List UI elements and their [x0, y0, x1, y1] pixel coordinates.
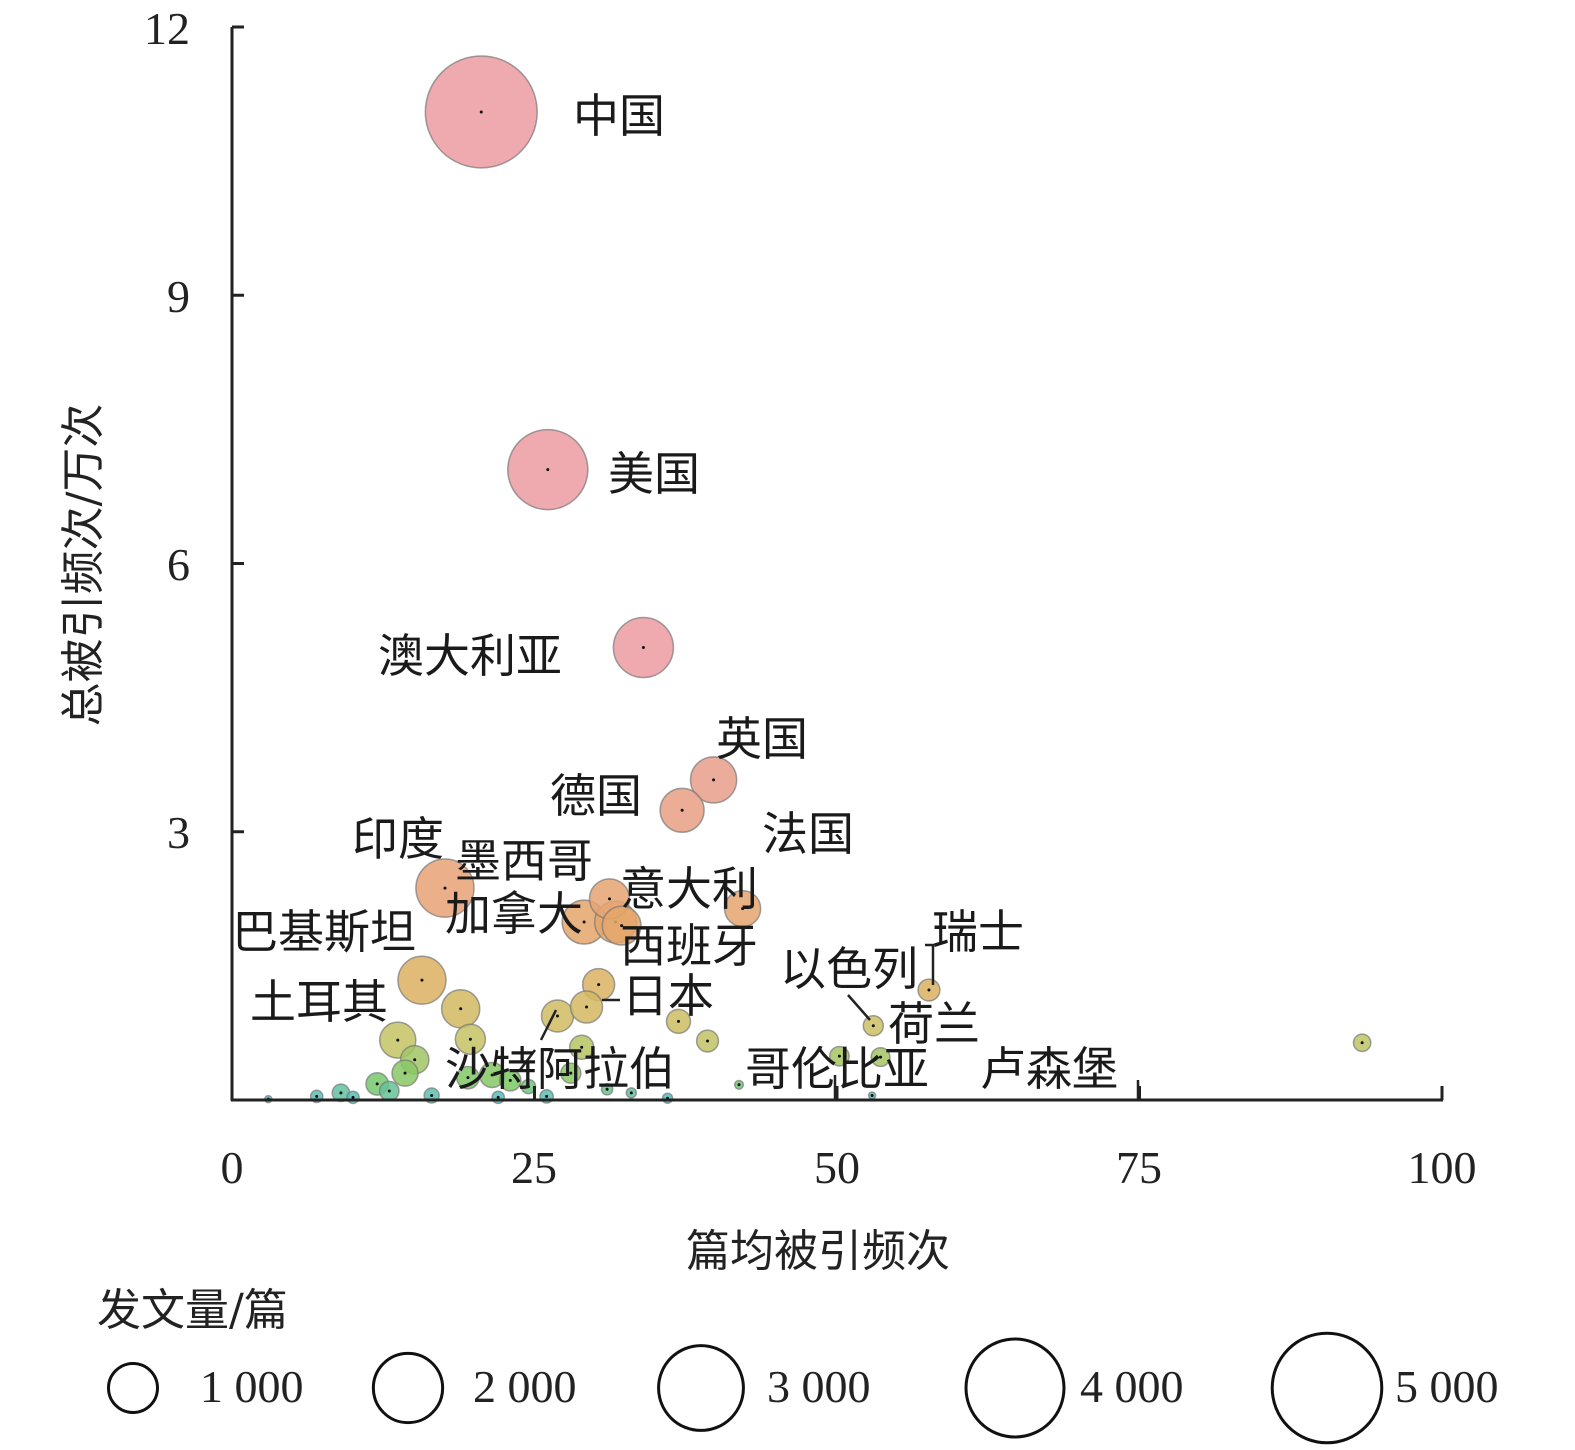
point-label: 英国 [716, 712, 808, 766]
bubble-center-dot [420, 978, 424, 982]
point-label: 卢森堡 [980, 1042, 1118, 1096]
bubble-center-dot [680, 808, 684, 812]
point-label: 沙特阿拉伯 [445, 1042, 675, 1096]
point-label: 土耳其 [250, 975, 388, 1029]
point-label: 巴基斯坦 [232, 905, 416, 959]
bubble-center-dot [546, 468, 550, 472]
legend-circle [657, 1344, 745, 1432]
bubble-center-dot [605, 1087, 609, 1091]
bubble-center-dot [580, 1045, 584, 1049]
legend-circle [107, 1362, 159, 1414]
bubble-center-dot [490, 1073, 494, 1077]
bubble-center-dot [555, 1014, 559, 1018]
y-tick-label: 6 [167, 539, 190, 590]
bubble-center-dot [403, 1071, 407, 1075]
legend-circle [964, 1337, 1066, 1439]
bubble-center-dot [315, 1094, 319, 1098]
bubble-center-dot [430, 1094, 434, 1098]
point-label: 加拿大 [445, 887, 583, 941]
bubble-center-dot [569, 1071, 573, 1075]
x-tick-label: 50 [814, 1142, 860, 1193]
bubble-layer [264, 55, 1372, 1105]
data-labels: 中国 美国 澳大利亚 英国 德国 法国 印度 墨西哥 意大利 加拿大 西班牙 巴… [232, 89, 1118, 1096]
bubble-center-dot [620, 924, 624, 928]
point-label: 以色列 [780, 942, 918, 996]
bubble-center-dot [582, 920, 586, 924]
bubble-center-dot [466, 1076, 470, 1080]
legend-circle [1270, 1331, 1384, 1445]
bubble-center-dot [608, 897, 612, 901]
legend-label: 3 000 [767, 1361, 871, 1412]
bubble-center-dot [737, 1083, 741, 1087]
point-label: 澳大利亚 [378, 629, 562, 683]
point-label: 荷兰 [888, 997, 980, 1051]
point-label: 法国 [762, 807, 854, 861]
point-label: 日本 [622, 969, 714, 1023]
legend-circles [107, 1331, 1384, 1445]
axis-ticks [232, 25, 1444, 1100]
y-tick-label: 9 [167, 271, 190, 322]
bubble-center-dot [629, 1091, 633, 1095]
point-label: 德国 [550, 769, 642, 823]
y-tick-label: 12 [144, 3, 190, 54]
legend-title: 发文量/篇 [97, 1285, 288, 1336]
x-tick-label: 25 [511, 1142, 557, 1193]
legend-label: 5 000 [1395, 1361, 1499, 1412]
point-label: 意大利 [620, 862, 758, 916]
legend-label: 2 000 [473, 1361, 577, 1412]
bubble-center-dot [1360, 1041, 1364, 1045]
bubble-center-dot [641, 646, 645, 650]
bubble-center-dot [443, 886, 447, 890]
leader-lines [519, 943, 1140, 1100]
bubble-center-dot [396, 1038, 400, 1042]
bubble-center-dot [387, 1089, 391, 1093]
point-label: 瑞士 [932, 905, 1024, 959]
bubble-center-dot [585, 1005, 589, 1009]
bubble-center-dot [597, 983, 601, 987]
x-axis-title: 篇均被引频次 [686, 1226, 950, 1277]
bubble-center-dot [496, 1095, 500, 1099]
x-tick-label: 0 [221, 1142, 244, 1193]
bubble-center-dot [413, 1058, 417, 1062]
bubble-center-dot [676, 1019, 680, 1023]
bubble-center-dot [468, 1037, 472, 1041]
bubble-center-dot [479, 110, 483, 114]
bubble-center-dot [459, 1007, 463, 1011]
bubble-center-dot [508, 1078, 512, 1082]
x-tick-label: 75 [1116, 1142, 1162, 1193]
bubble-center-dot [375, 1082, 379, 1086]
x-tick-label: 100 [1408, 1142, 1477, 1193]
legend-label: 1 000 [200, 1361, 304, 1412]
bubble-center-dot [837, 1054, 841, 1058]
bubble-center-dot [339, 1091, 343, 1095]
legend-circle [371, 1351, 445, 1425]
point-label: 哥伦比亚 [745, 1042, 929, 1096]
point-label: 西班牙 [620, 919, 758, 973]
point-label: 美国 [608, 447, 700, 501]
bubble-center-dot [870, 1094, 874, 1098]
bubble-center-dot [545, 1094, 549, 1098]
legend-label: 4 000 [1080, 1361, 1184, 1412]
bubble-center-dot [706, 1039, 710, 1043]
bubble-center-dot [879, 1055, 883, 1059]
bubble-center-dot [927, 988, 931, 992]
point-label: 墨西哥 [455, 834, 593, 888]
point-label: 中国 [573, 89, 665, 143]
bubble-center-dot [871, 1024, 875, 1028]
bubble-center-dot [712, 778, 716, 782]
y-tick-label: 3 [167, 807, 190, 858]
bubble-center-dot [526, 1085, 530, 1089]
y-axis-title: 总被引频次/万次 [58, 404, 109, 727]
size-legend: 发文量/篇 1 000 2 000 3 000 4 000 5 000 [97, 1285, 1499, 1445]
bubble-center-dot [741, 907, 745, 911]
point-label: 印度 [352, 812, 444, 866]
bubble-center-dot [351, 1095, 355, 1099]
